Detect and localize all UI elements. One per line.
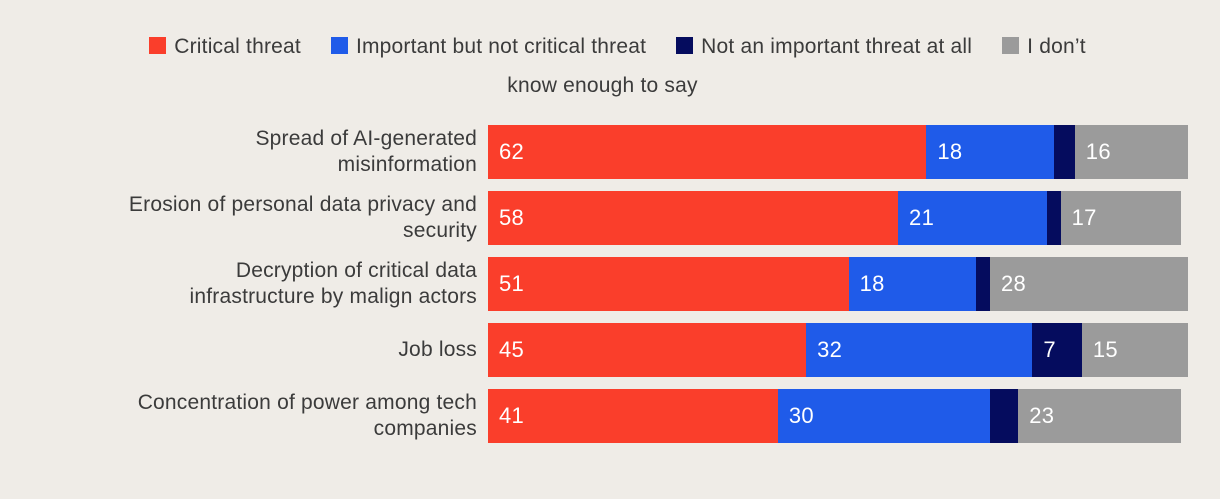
- stacked-bar: 62 18 16: [488, 125, 1188, 179]
- stacked-bar: 58 21 17: [488, 191, 1181, 245]
- chart-row: Erosion of personal data privacy and sec…: [0, 191, 1220, 245]
- value-label: 23: [1029, 403, 1055, 428]
- bar-segment: [1046, 191, 1061, 245]
- bar-segment: 45: [488, 323, 807, 377]
- value-label: 32: [817, 337, 843, 362]
- value-label: 30: [788, 403, 814, 428]
- value-label: 15: [1092, 337, 1118, 362]
- bar-segment: 23: [1018, 389, 1181, 443]
- value-label: 41: [499, 403, 525, 428]
- bar-segment: 21: [898, 191, 1047, 245]
- value-label: 28: [1000, 271, 1027, 296]
- bar-segment: [989, 389, 1019, 443]
- legend-label: I don’t know enough to say: [507, 35, 1086, 97]
- legend-item: I don’t know enough to say: [507, 35, 1085, 97]
- legend-label: Not an important threat at all: [701, 35, 973, 58]
- value-label: 18: [937, 139, 963, 164]
- category-label: Decryption of critical data infrastructu…: [189, 259, 477, 308]
- chart-row: Decryption of critical data infrastructu…: [0, 257, 1220, 311]
- legend-swatch-icon: [330, 37, 348, 54]
- legend-label: Important but not critical threat: [355, 35, 647, 58]
- legend-label: Critical threat: [174, 35, 301, 58]
- legend-swatch-icon: [1002, 37, 1020, 54]
- bar-segment: [1053, 125, 1075, 179]
- category-label: Concentration of power among tech compan…: [137, 391, 477, 440]
- category-label: Job loss: [398, 338, 477, 361]
- bar-segment: 18: [848, 257, 976, 311]
- bar-segment: 41: [488, 389, 778, 443]
- legend-item: Important but not critical threat: [330, 35, 647, 58]
- bar-segment: 17: [1060, 191, 1181, 245]
- legend-item: Not an important threat at all: [676, 35, 972, 58]
- bar-segment: 51: [488, 257, 849, 311]
- bar-segment: 15: [1081, 323, 1188, 377]
- value-label: 62: [499, 139, 525, 164]
- chart-legend: Critical threat Important but not critica…: [0, 27, 1220, 105]
- value-label: 17: [1071, 205, 1097, 230]
- stacked-bar: 41 30 23: [488, 389, 1181, 443]
- value-label: 51: [499, 271, 525, 296]
- legend-swatch-icon: [149, 37, 167, 54]
- value-label: 16: [1085, 139, 1111, 164]
- category-label: Erosion of personal data privacy and sec…: [128, 193, 477, 242]
- value-label: 58: [499, 205, 525, 230]
- bar-segment: 30: [777, 389, 990, 443]
- chart-row: Spread of AI-generated misinformation 62 1…: [0, 125, 1220, 179]
- value-label: 18: [859, 271, 885, 296]
- value-label: 21: [909, 205, 935, 230]
- bar-segment: 58: [488, 191, 899, 245]
- stacked-bar: 51 18 28: [488, 257, 1188, 311]
- bar-segment: 16: [1074, 125, 1188, 179]
- bar-segment: 18: [926, 125, 1054, 179]
- category-label: Spread of AI-generated misinformation: [255, 127, 477, 176]
- bar-segment: 62: [488, 125, 927, 179]
- bar-segment: 32: [806, 323, 1033, 377]
- legend-swatch-icon: [676, 37, 694, 54]
- bar-segment: 28: [989, 257, 1188, 311]
- stacked-bar-chart: Spread of AI-generated misinformation 62 1…: [0, 125, 1220, 443]
- stacked-bar: 45 32 7 15: [488, 323, 1188, 377]
- chart-row: Concentration of power among tech compan…: [0, 389, 1220, 443]
- value-label: 7: [1043, 337, 1056, 362]
- bar-segment: [975, 257, 990, 311]
- chart-row: Job loss 45 32 7 15: [0, 323, 1220, 377]
- legend-item: Critical threat: [149, 35, 301, 58]
- bar-segment: 7: [1032, 323, 1082, 377]
- value-label: 45: [499, 337, 525, 362]
